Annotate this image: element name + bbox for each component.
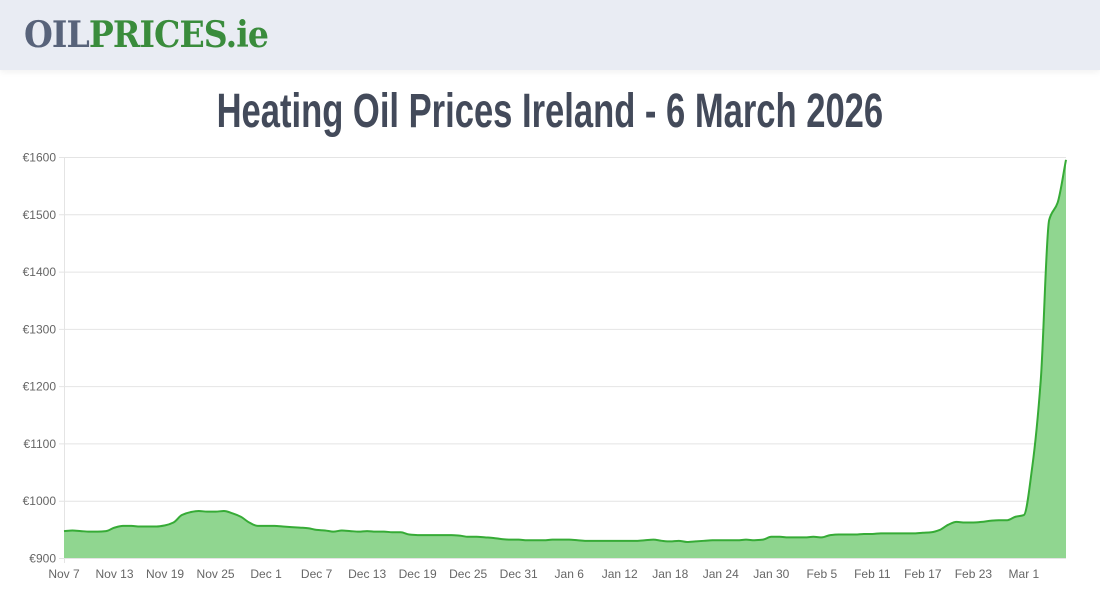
x-tick-label: Feb 5 [806,567,837,581]
x-tick-label: Nov 25 [197,567,235,581]
x-tick-label: Jan 6 [555,567,585,581]
x-tick-label: Jan 30 [753,567,789,581]
price-area [64,159,1066,558]
y-tick-label: €1400 [23,265,57,279]
y-tick-label: €1600 [23,151,57,165]
logo-oil: OIL [24,14,90,56]
page-title: Heating Oil Prices Ireland - 6 March 202… [216,85,884,138]
x-tick-label: Dec 25 [449,567,487,581]
x-axis-ticks: Nov 7 Nov 13 Nov 19 Nov 25 Dec 1 Dec 7 Dec 13 D… [48,567,1039,581]
x-tick-label: Feb 11 [854,567,891,581]
x-tick-label: Dec 7 [301,567,333,581]
x-tick-label: Jan 18 [652,567,688,581]
y-tick-label: €1500 [23,208,57,222]
y-tick-label: €1200 [23,380,57,394]
y-axis-ticks: €900 €1000 €1100 €1200 €1300 €1400 €1500 €1600 [23,151,57,566]
x-tick-label: Jan 12 [602,567,638,581]
y-tick-label: €900 [29,552,56,566]
price-line [63,159,1067,543]
x-tick-label: Dec 31 [500,567,538,581]
site-logo[interactable]: OILPRICES.ie [24,14,269,56]
x-tick-label: Dec 19 [399,567,437,581]
x-tick-label: Dec 1 [250,567,282,581]
logo-prices: PRICES.ie [88,14,269,56]
x-tick-label: Feb 17 [904,567,942,581]
x-tick-label: Nov 13 [96,567,134,581]
x-tick-label: Feb 23 [955,567,993,581]
y-tick-label: €1000 [23,494,57,508]
x-tick-label: Mar 1 [1009,567,1040,581]
y-tick-label: €1100 [24,437,57,451]
x-tick-label: Nov 7 [48,567,80,581]
grid-lines [59,157,1066,563]
x-tick-label: Jan 24 [703,567,739,581]
site-header: OILPRICES.ie [0,0,1100,70]
y-tick-label: €1300 [23,322,57,336]
x-tick-label: Dec 13 [348,567,386,581]
x-tick-label: Nov 19 [146,567,184,581]
